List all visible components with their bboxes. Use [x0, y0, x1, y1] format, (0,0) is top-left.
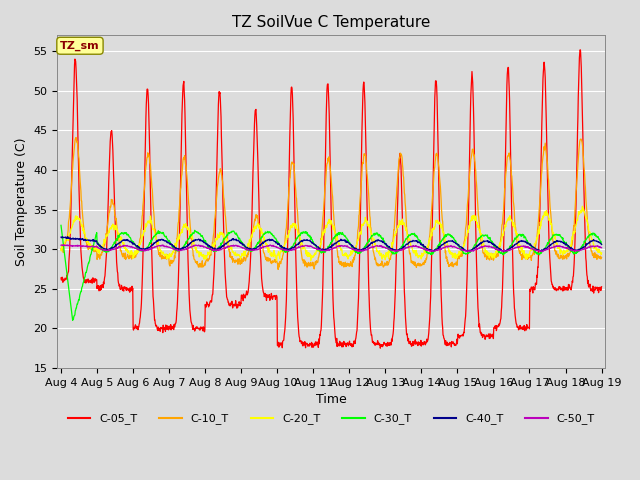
C-05_T: [534, 264, 541, 270]
C-20_T: [177, 230, 185, 236]
C-10_T: [72, 134, 80, 140]
Line: C-30_T: C-30_T: [61, 225, 602, 320]
C-20_T: [238, 252, 246, 258]
C-20_T: [598, 250, 605, 256]
C-50_T: [538, 249, 546, 254]
C-50_T: [60, 242, 68, 248]
C-10_T: [57, 246, 65, 252]
C-10_T: [164, 253, 172, 259]
C-20_T: [579, 204, 586, 209]
C-30_T: [415, 238, 423, 243]
Line: C-05_T: C-05_T: [61, 50, 602, 348]
C-20_T: [164, 253, 172, 259]
C-40_T: [64, 234, 72, 240]
C-05_T: [177, 147, 185, 153]
C-40_T: [598, 241, 605, 247]
Y-axis label: Soil Temperature (C): Soil Temperature (C): [15, 137, 28, 266]
C-30_T: [164, 239, 172, 244]
C-05_T: [238, 292, 246, 298]
C-05_T: [57, 275, 65, 281]
C-20_T: [307, 258, 315, 264]
C-30_T: [69, 317, 77, 323]
C-10_T: [416, 261, 424, 267]
C-10_T: [275, 266, 282, 272]
Line: C-50_T: C-50_T: [61, 245, 602, 252]
C-50_T: [238, 245, 246, 251]
C-50_T: [178, 247, 186, 253]
C-30_T: [178, 246, 186, 252]
Title: TZ SoilVue C Temperature: TZ SoilVue C Temperature: [232, 15, 431, 30]
C-05_T: [415, 340, 423, 346]
C-40_T: [537, 249, 545, 254]
C-40_T: [486, 240, 494, 245]
X-axis label: Time: Time: [316, 393, 347, 406]
C-30_T: [598, 241, 605, 247]
C-30_T: [534, 250, 541, 256]
C-10_T: [598, 254, 605, 260]
C-50_T: [57, 242, 65, 248]
Line: C-40_T: C-40_T: [61, 237, 602, 252]
C-10_T: [534, 222, 542, 228]
C-40_T: [57, 234, 65, 240]
C-20_T: [534, 232, 541, 238]
C-50_T: [164, 244, 172, 250]
C-50_T: [598, 245, 605, 251]
Legend: C-05_T, C-10_T, C-20_T, C-30_T, C-40_T, C-50_T: C-05_T, C-10_T, C-20_T, C-30_T, C-40_T, …: [63, 409, 599, 429]
C-40_T: [178, 246, 186, 252]
Line: C-20_T: C-20_T: [61, 206, 602, 261]
C-10_T: [178, 173, 186, 179]
C-10_T: [238, 258, 246, 264]
C-40_T: [415, 240, 423, 246]
C-05_T: [164, 324, 172, 330]
C-50_T: [486, 244, 494, 250]
C-05_T: [486, 331, 494, 336]
C-20_T: [57, 246, 65, 252]
C-10_T: [486, 253, 494, 259]
C-30_T: [486, 235, 494, 240]
C-05_T: [576, 47, 584, 53]
C-40_T: [164, 240, 172, 246]
C-30_T: [57, 222, 65, 228]
C-30_T: [238, 240, 246, 245]
C-20_T: [486, 253, 494, 259]
C-05_T: [598, 284, 605, 289]
C-05_T: [376, 345, 384, 351]
C-50_T: [415, 244, 423, 250]
C-50_T: [534, 247, 541, 253]
Line: C-10_T: C-10_T: [61, 137, 602, 269]
Text: TZ_sm: TZ_sm: [60, 41, 100, 51]
C-40_T: [238, 240, 246, 246]
C-20_T: [415, 253, 423, 259]
C-40_T: [534, 247, 541, 253]
